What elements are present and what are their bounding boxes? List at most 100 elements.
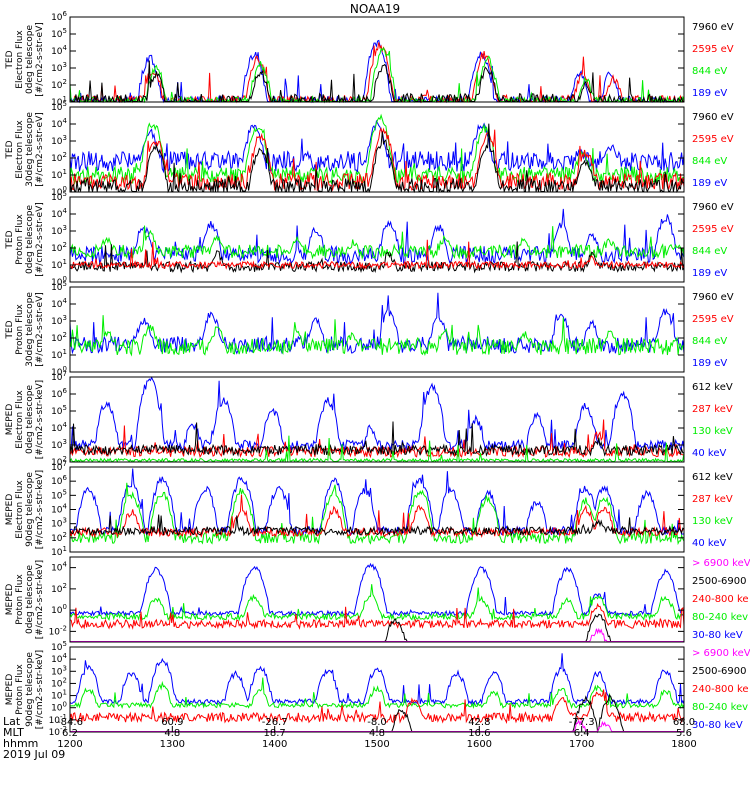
panel-6-ylabel-line: 90deg telescope	[25, 472, 35, 547]
x-tick-label-lat: -84.6	[57, 717, 83, 728]
panel-7-frame	[69, 556, 685, 643]
panel-2-ylabel-line: 30deg telescope	[25, 112, 35, 187]
panel-1-series-green	[69, 47, 685, 104]
panel-3-series-green	[69, 225, 685, 260]
panel-4-ylabel-line: [#/cm2-s-str-eV]	[35, 292, 45, 367]
y-tick-label: 101	[51, 348, 67, 361]
y-tick-label: 104	[51, 561, 67, 574]
y-tick-label: 103	[51, 224, 67, 237]
panel-2-legend-blue: 189 eV	[692, 178, 727, 189]
x-tick-label-hhmm: 1800	[671, 739, 696, 750]
y-tick-label: 100	[51, 701, 67, 714]
x-tick-label-hhmm: 1300	[160, 739, 185, 750]
y-tick-label: 103	[51, 664, 67, 677]
panel-2-series-red	[69, 127, 685, 192]
panel-7-ylabel-line: Proton Flux	[15, 574, 25, 625]
panel-7-ylabel-line: MEPED	[5, 584, 15, 616]
panel-4-frame	[69, 286, 685, 373]
panel-3-frame	[69, 196, 685, 283]
panel-4-ylabel-line: TED	[5, 320, 15, 339]
y-tick-label: 104	[51, 207, 67, 220]
panel-3-legend-black: 7960 eV	[692, 202, 734, 213]
panel-6-legend-red: 287 keV	[692, 494, 733, 505]
panel-8-series-red	[69, 689, 685, 725]
panel-5-legend-blue: 40 keV	[692, 448, 726, 459]
panel-3-legend-blue: 189 eV	[692, 268, 727, 279]
panel-5-legend-black: 612 keV	[692, 382, 733, 393]
panel-3-series-red	[69, 239, 685, 270]
panel-8-ylabel-line: Proton Flux	[15, 664, 25, 715]
y-tick-label: 101	[51, 258, 67, 271]
panel-4-legend-green: 844 eV	[692, 336, 727, 347]
panel-5-legend-green: 130 keV	[692, 426, 733, 437]
panel-8-legend-black: 2500-6900	[692, 666, 747, 677]
y-tick-label: 101	[51, 545, 67, 558]
y-tick-label: 105	[51, 27, 67, 40]
y-tick-label: 102	[51, 78, 67, 91]
x-row-label-hhmm: hhmm	[3, 737, 38, 750]
panel-4-ylabel-line: 30deg telescope	[25, 292, 35, 367]
x-tick-label-hhmm: 1400	[262, 739, 287, 750]
panel-7-series-red	[69, 602, 685, 630]
panel-5-ylabel-line: [#/cm2-s-str-keV]	[35, 380, 45, 459]
x-tick-label-lat: -26.7	[262, 717, 288, 728]
panel-7-series-magenta	[70, 627, 684, 642]
panel-4-legend-red: 2595 eV	[692, 314, 734, 325]
y-tick-label: 102	[51, 676, 67, 689]
panel-6-series-black	[69, 514, 685, 537]
y-tick-label: 102	[51, 582, 67, 595]
panel-5-frame	[69, 376, 685, 463]
y-tick-label: 101	[51, 168, 67, 181]
panel-4-series-green	[69, 315, 685, 357]
x-tick-label-hhmm: 1600	[467, 739, 492, 750]
y-tick-label: 10-2	[49, 624, 67, 637]
panel-8-series-green	[69, 677, 685, 710]
panel-2-legend-red: 2595 eV	[692, 134, 734, 145]
panel-5-ylabel-line: 0deg telescope	[25, 385, 35, 455]
panel-5-legend-red: 287 keV	[692, 404, 733, 415]
y-tick-label: 103	[51, 438, 67, 451]
panel-1-ylabel-line: TED	[5, 50, 15, 69]
panel-6-ylabel-line: Electron Flux	[15, 480, 25, 539]
x-tick-label-mlt: 6.4	[574, 728, 590, 739]
y-tick-label: 105	[51, 488, 67, 501]
panel-2-legend-black: 7960 eV	[692, 112, 734, 123]
panel-2-frame	[69, 106, 685, 193]
panel-5-ylabel-line: Electron Flux	[15, 390, 25, 449]
y-tick-label: 103	[51, 314, 67, 327]
panel-8-legend-blue: 30-80 keV	[692, 720, 743, 731]
x-tick-label-mlt: 6.2	[62, 728, 78, 739]
x-tick-label-mlt: 4.8	[369, 728, 385, 739]
panel-2-series-green	[69, 113, 685, 185]
y-tick-label: 103	[51, 134, 67, 147]
panel-1-ylabel-line: 0deg telescope	[25, 25, 35, 95]
y-tick-label: 103	[51, 61, 67, 74]
x-tick-label-lat: 60.9	[161, 717, 183, 728]
panel-6-series-red	[69, 494, 685, 539]
panel-1-legend-red: 2595 eV	[692, 44, 734, 55]
panel-1-legend-blue: 189 eV	[692, 88, 727, 99]
panel-8-legend-magenta: > 6900 keV	[692, 648, 750, 659]
date-label: 2019 Jul 09	[3, 748, 65, 761]
panel-6-series-green	[69, 482, 685, 546]
y-tick-label: 106	[51, 10, 67, 23]
panel-3-ylabel-line: Proton Flux	[15, 214, 25, 265]
panel-6-ylabel-line: [#/cm2-s-str-keV]	[35, 470, 45, 549]
y-tick-label: 102	[51, 531, 67, 544]
panel-6-series-blue	[69, 468, 685, 537]
panel-7-series-green	[69, 584, 685, 622]
y-tick-label: 102	[51, 331, 67, 344]
y-tick-label: 103	[51, 517, 67, 530]
y-tick-label: 102	[51, 151, 67, 164]
y-tick-label: 105	[51, 404, 67, 417]
y-tick-label: 106	[51, 474, 67, 487]
panel-6-legend-blue: 40 keV	[692, 538, 726, 549]
panel-1-series-black	[69, 60, 684, 104]
panel-7-series-blue	[69, 562, 685, 618]
x-tick-label-hhmm: 1500	[364, 739, 389, 750]
